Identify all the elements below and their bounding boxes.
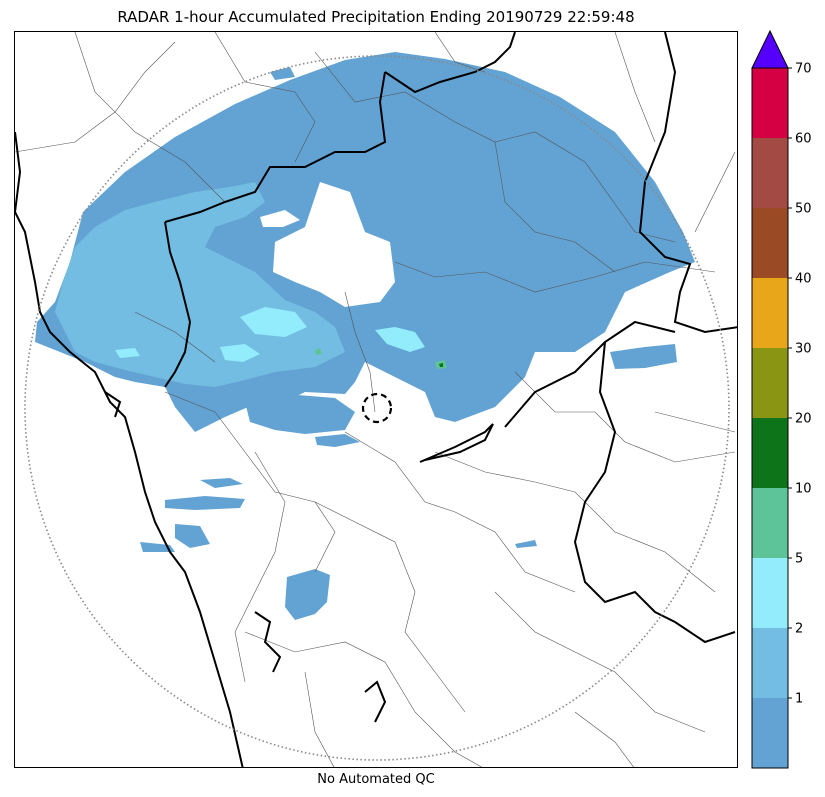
district-boundaries bbox=[15, 32, 736, 767]
colorbar-segment bbox=[752, 488, 788, 558]
colorbar-tick-label: 10 bbox=[795, 482, 812, 497]
colorbar-segment bbox=[752, 698, 788, 768]
colorbar-segment bbox=[752, 628, 788, 698]
colorbar-tick-label: 1 bbox=[795, 692, 803, 707]
colorbar-extend-triangle bbox=[751, 30, 789, 69]
colorbar-segment bbox=[752, 68, 788, 138]
qc-footer-note: No Automated QC bbox=[317, 772, 435, 787]
chart-title: RADAR 1-hour Accumulated Precipitation E… bbox=[117, 8, 635, 26]
colorbar-segment bbox=[752, 138, 788, 208]
colorbar-segment bbox=[752, 278, 788, 348]
colorbar-tick-label: 60 bbox=[795, 132, 812, 147]
radar-map bbox=[14, 31, 738, 768]
colorbar-tick-label: 40 bbox=[795, 272, 812, 287]
map-canvas bbox=[15, 32, 737, 767]
colorbar-segment bbox=[752, 208, 788, 278]
colorbar: 1 2 5 10 20 30 40 50 60 70 bbox=[751, 30, 812, 769]
colorbar-tick-label: 5 bbox=[795, 552, 803, 567]
colorbar-tick-label: 50 bbox=[795, 202, 812, 217]
precipitation-layer bbox=[35, 52, 695, 620]
precip-area-2 bbox=[240, 307, 307, 337]
radar-site-marker bbox=[361, 392, 393, 424]
colorbar-segment bbox=[752, 418, 788, 488]
colorbar-tick-label: 20 bbox=[795, 412, 812, 427]
radar-range-ring bbox=[24, 55, 730, 761]
state-boundaries bbox=[15, 32, 737, 767]
colorbar-segment bbox=[752, 348, 788, 418]
colorbar-outline bbox=[751, 67, 789, 769]
colorbar-tick-label: 30 bbox=[795, 342, 812, 357]
colorbar-tick-label: 70 bbox=[795, 62, 812, 77]
colorbar-tick-label: 2 bbox=[795, 622, 803, 637]
colorbar-segment bbox=[752, 558, 788, 628]
